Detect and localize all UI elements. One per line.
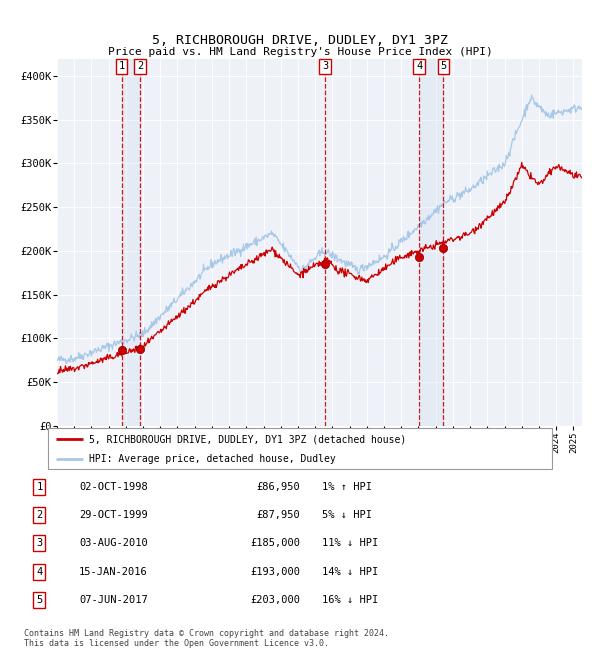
Text: 4: 4 [37,567,43,577]
Text: 07-JUN-2017: 07-JUN-2017 [79,595,148,605]
Text: 02-OCT-1998: 02-OCT-1998 [79,482,148,491]
Text: £87,950: £87,950 [256,510,300,520]
Text: 5, RICHBOROUGH DRIVE, DUDLEY, DY1 3PZ: 5, RICHBOROUGH DRIVE, DUDLEY, DY1 3PZ [152,34,448,47]
Text: Price paid vs. HM Land Registry's House Price Index (HPI): Price paid vs. HM Land Registry's House … [107,47,493,57]
Text: £185,000: £185,000 [250,538,300,549]
Text: 5: 5 [37,595,43,605]
Text: 5: 5 [440,61,446,72]
Text: £193,000: £193,000 [250,567,300,577]
Text: 29-OCT-1999: 29-OCT-1999 [79,510,148,520]
Text: Contains HM Land Registry data © Crown copyright and database right 2024.
This d: Contains HM Land Registry data © Crown c… [24,629,389,648]
Bar [419,58,443,426]
Text: £203,000: £203,000 [250,595,300,605]
Text: 5% ↓ HPI: 5% ↓ HPI [322,510,372,520]
Text: 03-AUG-2010: 03-AUG-2010 [79,538,148,549]
Bar [122,58,140,426]
Text: HPI: Average price, detached house, Dudley: HPI: Average price, detached house, Dudl… [89,454,336,464]
Text: 1: 1 [37,482,43,491]
Text: 3: 3 [37,538,43,549]
Text: 1: 1 [118,61,125,72]
Text: 11% ↓ HPI: 11% ↓ HPI [322,538,379,549]
Text: 5, RICHBOROUGH DRIVE, DUDLEY, DY1 3PZ (detached house): 5, RICHBOROUGH DRIVE, DUDLEY, DY1 3PZ (d… [89,434,407,445]
Text: 1% ↑ HPI: 1% ↑ HPI [322,482,372,491]
FancyBboxPatch shape [48,428,552,469]
Text: 2: 2 [37,510,43,520]
Text: 3: 3 [322,61,328,72]
Text: 16% ↓ HPI: 16% ↓ HPI [322,595,379,605]
Text: 2: 2 [137,61,143,72]
Text: £86,950: £86,950 [256,482,300,491]
Text: 14% ↓ HPI: 14% ↓ HPI [322,567,379,577]
Text: 15-JAN-2016: 15-JAN-2016 [79,567,148,577]
Text: 4: 4 [416,61,422,72]
